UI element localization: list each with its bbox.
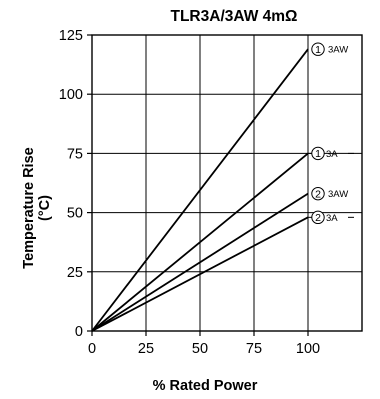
y-tick-label: 25 bbox=[67, 265, 83, 281]
series-callout-s2-3aw: 2 3AW bbox=[311, 186, 348, 201]
y-tick-labels: 0 25 50 75 100 125 bbox=[59, 28, 92, 340]
x-tick-labels: 0 25 50 75 100 bbox=[88, 331, 320, 357]
series-number-circle bbox=[311, 146, 325, 161]
series-line-s2-3a bbox=[91, 216, 309, 332]
y-axis-label: Temperature Rise bbox=[21, 147, 37, 268]
y-axis-label-unit: (°C) bbox=[37, 195, 53, 221]
grid bbox=[92, 35, 362, 331]
series-number: 1 bbox=[315, 148, 321, 160]
y-axis-label-group: Temperature Rise (°C) bbox=[21, 147, 53, 268]
series-number-circle bbox=[311, 186, 325, 201]
x-tick-label: 25 bbox=[138, 341, 154, 357]
x-tick-label: 100 bbox=[296, 341, 320, 357]
series-callout-s2-3a: 2 3A bbox=[308, 210, 354, 225]
series-line-s2-3aw bbox=[91, 192, 309, 332]
series-callouts: 1 3AW 1 3A 2 3AW 2 3A bbox=[308, 42, 354, 225]
series-number-circle bbox=[311, 42, 325, 56]
series-line-s1-3aw bbox=[91, 48, 309, 332]
series-callout-s1-3a: 1 3A bbox=[308, 146, 354, 161]
x-axis-label: % Rated Power bbox=[153, 378, 258, 394]
y-tick-label: 0 bbox=[75, 324, 83, 340]
series-label: 3A bbox=[326, 213, 338, 224]
series-lines bbox=[91, 48, 309, 332]
series-line-s1-3a bbox=[91, 152, 309, 332]
y-tick-label: 125 bbox=[59, 28, 83, 44]
series-label: 3A bbox=[326, 149, 338, 160]
series-label: 3AW bbox=[328, 189, 348, 200]
x-tick-label: 75 bbox=[246, 341, 262, 357]
series-number: 2 bbox=[315, 212, 321, 224]
x-tick-label: 50 bbox=[192, 341, 208, 357]
plot-frame bbox=[91, 34, 363, 332]
series-number-circle bbox=[311, 210, 325, 225]
x-tick-label: 0 bbox=[88, 341, 96, 357]
y-tick-label: 50 bbox=[67, 206, 83, 222]
series-callout-s1-3aw: 1 3AW bbox=[311, 42, 348, 56]
series-number: 1 bbox=[315, 44, 321, 56]
series-number: 2 bbox=[315, 188, 321, 200]
series-label: 3AW bbox=[328, 45, 348, 56]
y-tick-label: 100 bbox=[59, 87, 83, 103]
chart-title: TLR3A/3AW 4mΩ bbox=[171, 8, 298, 25]
y-tick-label: 75 bbox=[67, 146, 83, 162]
